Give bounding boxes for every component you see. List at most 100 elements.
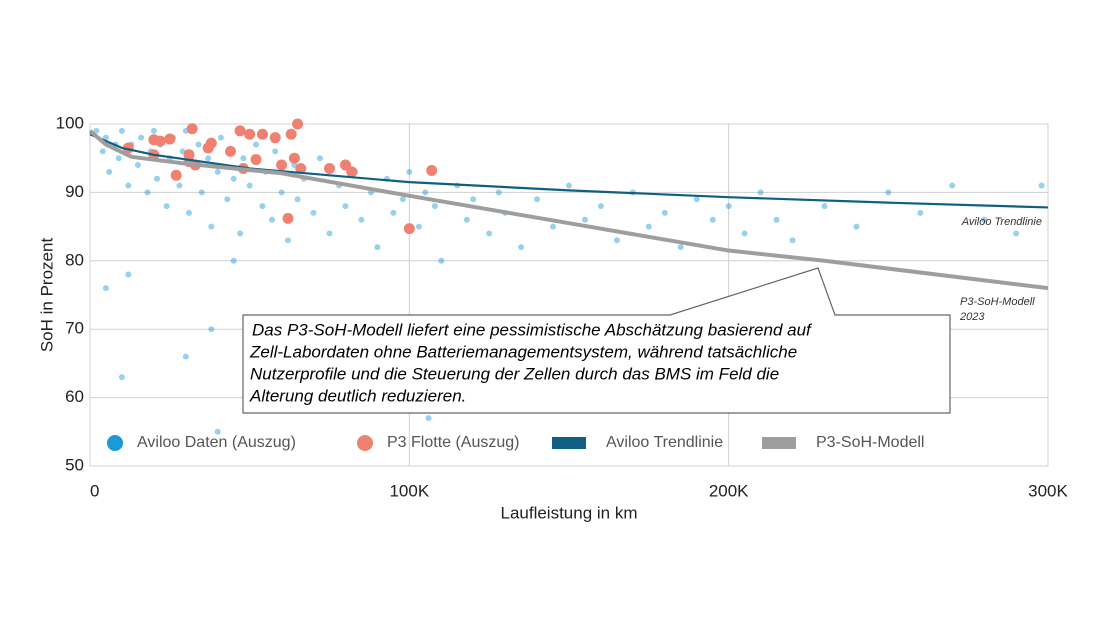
data-point xyxy=(438,257,445,264)
plot-frame xyxy=(89,123,1049,467)
data-point xyxy=(470,196,477,203)
data-point xyxy=(208,223,215,230)
data-point xyxy=(230,175,237,182)
fleet-point xyxy=(234,125,246,137)
data-point xyxy=(102,134,109,141)
data-point xyxy=(310,209,317,216)
data-point xyxy=(677,244,684,251)
data-point xyxy=(284,237,291,244)
data-point xyxy=(518,244,525,251)
data-point xyxy=(125,182,132,189)
model-label: P3-SoH-Modell xyxy=(960,296,1035,308)
data-point xyxy=(597,203,604,210)
data-point xyxy=(581,216,588,223)
data-point xyxy=(374,244,381,251)
data-point xyxy=(661,209,668,216)
trend-label: Aviloo Trendlinie xyxy=(961,216,1042,228)
data-point xyxy=(230,257,237,264)
data-point xyxy=(757,189,764,196)
fleet-point xyxy=(186,123,198,135)
fleet-point xyxy=(269,132,281,144)
data-point xyxy=(163,203,170,210)
x-tick-label: 100K xyxy=(389,481,429,500)
legend-label: Aviloo Daten (Auszug) xyxy=(137,434,296,451)
y-tick-label: 100 xyxy=(56,113,84,132)
data-point xyxy=(154,175,161,182)
data-point xyxy=(195,141,202,148)
y-tick-label: 60 xyxy=(65,387,84,406)
data-point xyxy=(342,203,349,210)
data-point xyxy=(205,155,212,162)
y-tick-label: 90 xyxy=(65,182,84,201)
data-point xyxy=(415,223,422,230)
fleet-point xyxy=(148,134,160,146)
data-point xyxy=(253,141,260,148)
x-axis-label: Laufleistung in km xyxy=(500,503,637,522)
legend-marker xyxy=(107,435,123,451)
fleet-point xyxy=(426,165,438,177)
data-point xyxy=(550,223,557,230)
data-point xyxy=(326,230,333,237)
fleet-point xyxy=(225,145,237,157)
data-point xyxy=(269,216,276,223)
data-point xyxy=(272,148,279,155)
data-point xyxy=(240,155,247,162)
x-tick-label: 300K xyxy=(1028,481,1068,500)
data-point xyxy=(115,155,122,162)
trend-line xyxy=(88,129,1049,291)
fleet-point xyxy=(244,128,256,140)
model-label: 2023 xyxy=(959,311,985,323)
legend-marker xyxy=(552,437,586,449)
data-point xyxy=(102,285,109,292)
data-point xyxy=(399,196,406,203)
data-point xyxy=(99,148,106,155)
data-point xyxy=(214,428,221,435)
data-point xyxy=(182,353,189,360)
fleet-point xyxy=(256,128,268,140)
legend-marker xyxy=(357,435,373,451)
data-point xyxy=(294,196,301,203)
data-point xyxy=(125,271,132,278)
data-point xyxy=(406,168,413,175)
data-point xyxy=(118,127,125,134)
data-point xyxy=(237,230,244,237)
legend: Aviloo Daten (Auszug) P3 Flotte (Auszug) A… xyxy=(107,434,924,451)
trend-line xyxy=(89,133,1049,209)
y-axis-label: SoH in Prozent xyxy=(37,238,56,353)
data-point xyxy=(176,182,183,189)
callout-box xyxy=(242,267,951,414)
data-point xyxy=(1013,230,1020,237)
fleet-point xyxy=(164,133,176,145)
data-point xyxy=(106,168,113,175)
data-point xyxy=(917,209,924,216)
data-point xyxy=(208,326,215,333)
callout-text: Das P3-SoH-Modell liefert eine pessimist… xyxy=(252,320,813,339)
fleet-point xyxy=(403,223,415,235)
data-point xyxy=(185,209,192,216)
data-point xyxy=(885,189,892,196)
data-point xyxy=(93,127,100,134)
data-point xyxy=(1038,182,1045,189)
data-point xyxy=(118,374,125,381)
x-tick-label: 200K xyxy=(709,481,749,500)
data-point xyxy=(949,182,956,189)
data-point xyxy=(463,216,470,223)
fleet-point xyxy=(170,169,182,181)
fleet-point xyxy=(295,162,307,174)
fleet-point xyxy=(288,152,300,164)
fleet-point xyxy=(346,166,358,178)
y-tick-label: 50 xyxy=(65,455,84,474)
legend-label: P3 Flotte (Auszug) xyxy=(387,434,520,451)
data-point xyxy=(259,203,266,210)
callout-text: Zell-Labordaten ohne Batteriemanagements… xyxy=(249,342,797,361)
data-point xyxy=(316,155,323,162)
data-point xyxy=(425,415,432,422)
data-point xyxy=(789,237,796,244)
data-point xyxy=(224,196,231,203)
data-point xyxy=(422,189,429,196)
x-tick-label: 0 xyxy=(90,481,99,500)
data-point xyxy=(613,237,620,244)
data-point xyxy=(144,189,151,196)
grid xyxy=(89,123,1049,467)
data-point xyxy=(246,182,253,189)
